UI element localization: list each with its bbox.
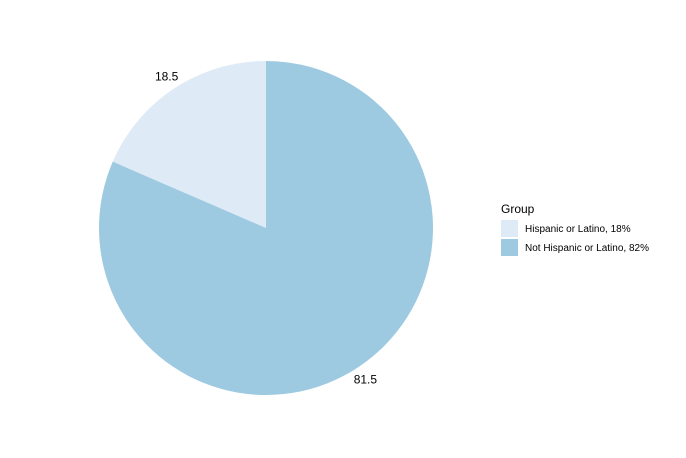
- legend-swatch-2: [501, 239, 518, 256]
- legend-items: Hispanic or Latino, 18% Not Hispanic or L…: [501, 220, 649, 256]
- pie-data-label-2: 81.5: [354, 372, 378, 386]
- legend-label-2: Not Hispanic or Latino, 82%: [525, 243, 649, 254]
- legend: Group Hispanic or Latino, 18% Not Hispani…: [501, 202, 649, 256]
- pie-data-labels: 18.5 81.5: [155, 70, 377, 387]
- pie-slice-2: [99, 61, 434, 395]
- legend-title: Group: [501, 202, 535, 216]
- legend-swatch-1: [501, 220, 518, 237]
- pie-slices: [99, 61, 434, 395]
- legend-label-1: Hispanic or Latino, 18%: [525, 224, 631, 235]
- pie-data-label-1: 18.5: [155, 70, 179, 84]
- pie-slice-1: [112, 61, 266, 228]
